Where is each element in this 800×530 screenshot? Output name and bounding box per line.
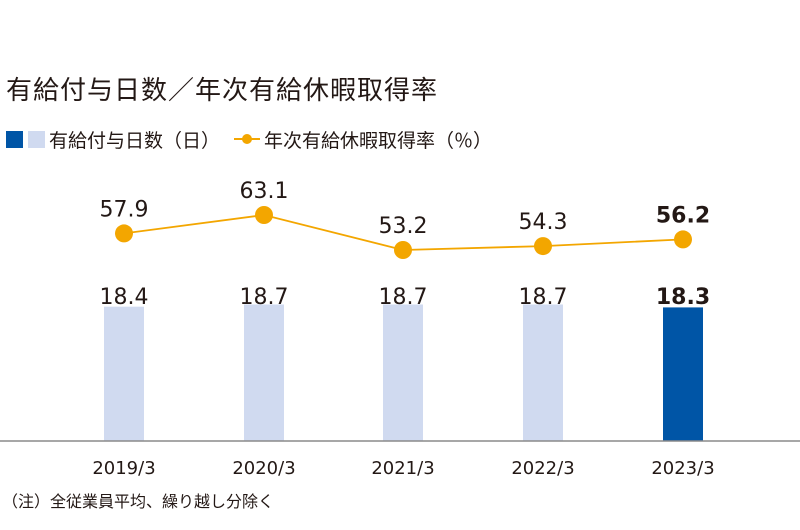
x-tick-label-2020/3: 2020/3 <box>232 458 295 479</box>
bar-2019/3 <box>104 306 144 441</box>
line-point-2023/3 <box>674 230 692 249</box>
bar-2020/3 <box>244 304 284 441</box>
x-tick-label-2022/3: 2022/3 <box>511 458 574 479</box>
line-value-label-2020/3: 63.1 <box>240 179 289 204</box>
legend-swatch-bar-highlight <box>6 130 23 148</box>
line-point-2019/3 <box>115 224 133 243</box>
line-value-label-2023/3: 56.2 <box>656 203 710 228</box>
x-tick-label-2019/3: 2019/3 <box>92 458 155 479</box>
bar-2021/3 <box>383 304 423 441</box>
line-value-label-2019/3: 57.9 <box>100 197 149 222</box>
x-tick-label-2023/3: 2023/3 <box>651 458 714 479</box>
x-tick-label-2021/3: 2021/3 <box>371 458 434 479</box>
bar-value-label-2021/3: 18.7 <box>379 285 428 310</box>
line-point-2022/3 <box>534 237 552 256</box>
bar-2023/3 <box>663 307 703 441</box>
bar-value-label-2022/3: 18.7 <box>519 285 568 310</box>
legend: 有給付与日数（日） 年次有給休暇取得率（％） <box>6 126 492 152</box>
legend-swatch-bar <box>28 130 45 148</box>
chart-title: 有給付与日数／年次有給休暇取得率 <box>6 76 439 106</box>
legend-label-bar: 有給付与日数（日） <box>49 129 221 152</box>
line-value-label-2022/3: 54.3 <box>519 210 568 235</box>
line-point-2021/3 <box>394 241 412 259</box>
legend-label-line: 年次有給休暇取得率（％） <box>264 129 493 152</box>
bar-value-label-2019/3: 18.4 <box>100 285 149 310</box>
line-point-2020/3 <box>255 206 273 224</box>
bar-value-label-2023/3: 18.3 <box>656 285 710 310</box>
bar-2022/3 <box>523 304 563 441</box>
bar-value-label-2020/3: 18.7 <box>240 285 289 310</box>
legend-swatch-line <box>234 132 261 146</box>
line-value-label-2021/3: 53.2 <box>379 214 428 239</box>
chart-note: （注）全従業員平均、繰り越し分除く <box>2 492 275 511</box>
